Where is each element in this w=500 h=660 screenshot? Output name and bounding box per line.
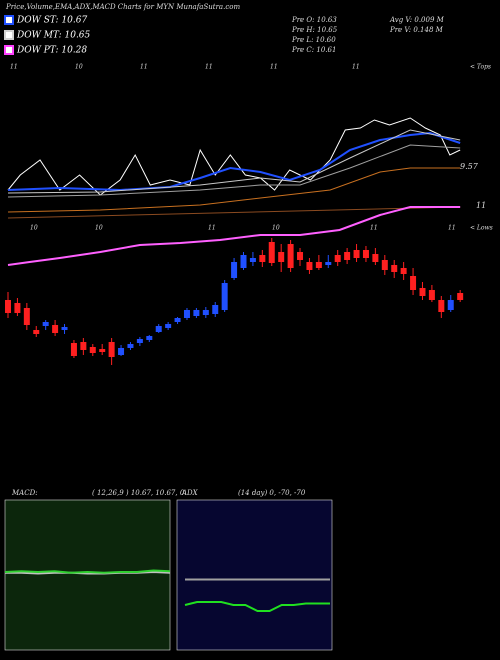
level-label: 9.57 (460, 162, 479, 171)
candle-body (61, 327, 68, 330)
info-text: Pre V: 0.148 M (389, 26, 444, 34)
low-label: 10 (272, 225, 280, 232)
candle-body (428, 290, 435, 300)
candle-body (89, 347, 96, 353)
low-label: 11 (448, 225, 456, 232)
candle-body (362, 250, 369, 258)
candle-body (23, 308, 30, 325)
candle-body (33, 330, 40, 334)
adx-line (184, 601, 330, 612)
top-label: 11 (205, 64, 213, 71)
candle-body (372, 254, 379, 262)
candle-body (174, 318, 181, 322)
candle-body (297, 252, 304, 260)
candle-body (278, 252, 285, 262)
candle-body (183, 310, 190, 318)
candle-body (287, 244, 294, 268)
candle-body (447, 300, 454, 310)
top-label: 11 (270, 64, 278, 71)
candle-body (202, 310, 209, 315)
top-label: 11 (10, 64, 18, 71)
candle-body (14, 303, 21, 313)
candle-body (52, 325, 59, 333)
candle-body (42, 322, 49, 326)
candle-body (259, 255, 266, 262)
candle-body (146, 336, 153, 340)
candle-body (410, 276, 417, 290)
candle-body (334, 255, 341, 262)
macd-panel (4, 499, 171, 651)
level-label: 11 (476, 201, 486, 210)
info-text: Pre C: 10.61 (291, 46, 336, 54)
candle-body (268, 242, 275, 263)
candle-body (193, 310, 200, 316)
legend-label: DOW PT: 10.28 (16, 46, 87, 56)
series-line (7, 167, 461, 213)
candle-body (99, 349, 106, 352)
candle-body (249, 258, 256, 262)
candle-body (391, 265, 398, 272)
legend-swatch (4, 45, 14, 55)
candle-body (221, 283, 228, 310)
candle-body (240, 255, 247, 268)
candle-body (212, 305, 219, 314)
candle-body (325, 262, 332, 265)
legend-label: DOW ST: 10.67 (16, 16, 87, 26)
candle-body (344, 252, 351, 260)
candle-body (70, 343, 77, 356)
legend-swatch (4, 15, 14, 25)
top-label: 10 (75, 64, 83, 71)
series-line (7, 131, 461, 192)
low-label: 11 (208, 225, 216, 232)
candle-body (457, 293, 464, 300)
adx-label: ADX (181, 489, 199, 497)
top-label: 11 (352, 64, 360, 71)
chart-title: Price,Volume,EMA,ADX,MACD Charts for MYN… (5, 3, 240, 11)
top-label: < Tops (470, 64, 491, 71)
info-text: Pre L: 10.60 (291, 36, 336, 44)
candle-body (381, 260, 388, 270)
candle-body (127, 344, 134, 348)
candle-body (438, 300, 445, 312)
top-label: 11 (140, 64, 148, 71)
candle-body (165, 324, 172, 328)
adx-panel (176, 499, 333, 651)
adx-params: (14 day) 0, -70, -70 (238, 489, 306, 497)
info-text: Avg V: 0.009 M (389, 16, 445, 24)
series-line (7, 206, 461, 219)
macd-line (4, 569, 171, 574)
series-line (7, 206, 461, 266)
candle-body (80, 342, 87, 350)
low-label: 10 (30, 225, 38, 232)
candle-body (231, 262, 238, 278)
low-label: 11 (370, 225, 378, 232)
candle-body (5, 300, 11, 313)
candle-body (306, 262, 313, 270)
candle-body (353, 250, 360, 258)
candle-body (118, 348, 125, 355)
info-text: Pre H: 10.65 (291, 26, 338, 34)
candle-body (419, 288, 426, 296)
candle-body (136, 339, 143, 343)
macd-params: ( 12,26,9 ) 10.67, 10.67, 0 (92, 489, 185, 497)
candle-body (315, 262, 322, 268)
low-label: < Lows (470, 225, 493, 232)
candle-body (400, 268, 407, 274)
info-text: Pre O: 10.63 (291, 16, 337, 24)
candle-body (155, 326, 162, 332)
candle-body (108, 342, 115, 357)
legend-label: DOW MT: 10.65 (16, 31, 91, 41)
series-line (7, 144, 461, 198)
macd-label: MACD: (11, 489, 38, 497)
series-line (7, 129, 461, 194)
legend-swatch (4, 30, 14, 40)
low-label: 10 (95, 225, 103, 232)
